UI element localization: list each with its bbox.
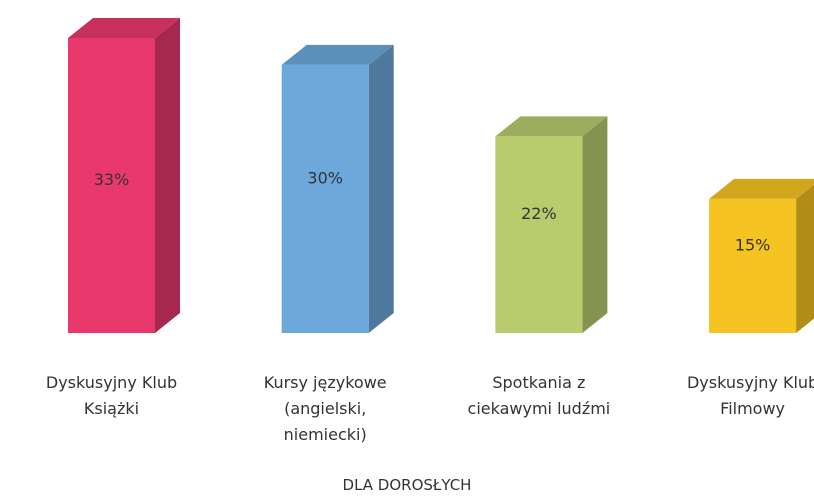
bar-side: [582, 116, 608, 333]
bar-top: [709, 178, 814, 199]
bar-top: [281, 44, 394, 65]
data-label: 22%: [521, 204, 557, 223]
category-label: Dyskusyjny Klub Książki: [45, 373, 178, 418]
bar: [68, 38, 155, 333]
category-label: Dyskusyjny Klub Filmowy: [686, 373, 814, 418]
bar: [709, 198, 797, 333]
bar-side: [368, 44, 394, 334]
bar: [495, 136, 583, 333]
category-label: Spotkania z ciekawymi ludźmi: [467, 373, 611, 418]
bar-side: [796, 184, 814, 333]
data-label: 30%: [307, 168, 343, 187]
bar-top: [68, 18, 180, 38]
bar: [281, 64, 369, 334]
data-label: 33%: [94, 170, 130, 189]
chart-title: DLA DOROSŁYCH: [342, 476, 472, 494]
data-label: 15%: [735, 235, 771, 254]
category-label: Kursy językowe (angielski, niemiecki): [263, 373, 387, 444]
bar-top: [495, 116, 608, 137]
bar-side: [155, 18, 180, 333]
